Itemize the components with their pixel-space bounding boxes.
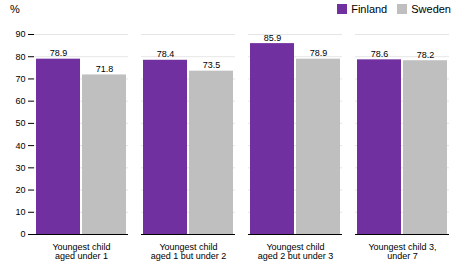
svg-text:50: 50 <box>15 118 25 128</box>
svg-text:0: 0 <box>20 229 25 239</box>
svg-text:Youngest child 3,under 7: Youngest child 3,under 7 <box>368 242 436 261</box>
svg-text:73.5: 73.5 <box>203 60 221 70</box>
svg-text:70: 70 <box>15 74 25 84</box>
svg-text:90: 90 <box>15 29 25 39</box>
svg-text:10: 10 <box>15 207 25 217</box>
svg-text:78.9: 78.9 <box>50 48 68 58</box>
html-text:Finland: Finland <box>351 3 388 15</box>
html-text:Sweden: Sweden <box>411 3 451 15</box>
svg-text:78.9: 78.9 <box>310 48 328 58</box>
svg-text:40: 40 <box>15 140 25 150</box>
svg-text:Youngest childaged 1 but under: Youngest childaged 1 but under 2 <box>151 242 227 261</box>
svg-text:78.4: 78.4 <box>157 49 175 59</box>
svg-text:78.2: 78.2 <box>417 50 435 60</box>
svg-text:Youngest childaged 2 but under: Youngest childaged 2 but under 3 <box>258 242 334 261</box>
svg-text:80: 80 <box>15 52 25 62</box>
svg-text:85.9: 85.9 <box>264 32 282 42</box>
svg-text:Youngest childaged under 1: Youngest childaged under 1 <box>52 242 110 261</box>
svg-text:78.6: 78.6 <box>371 49 389 59</box>
svg-text:20: 20 <box>15 185 25 195</box>
svg-text:30: 30 <box>15 163 25 173</box>
svg-text:60: 60 <box>15 96 25 106</box>
svg-text:71.8: 71.8 <box>96 64 114 74</box>
